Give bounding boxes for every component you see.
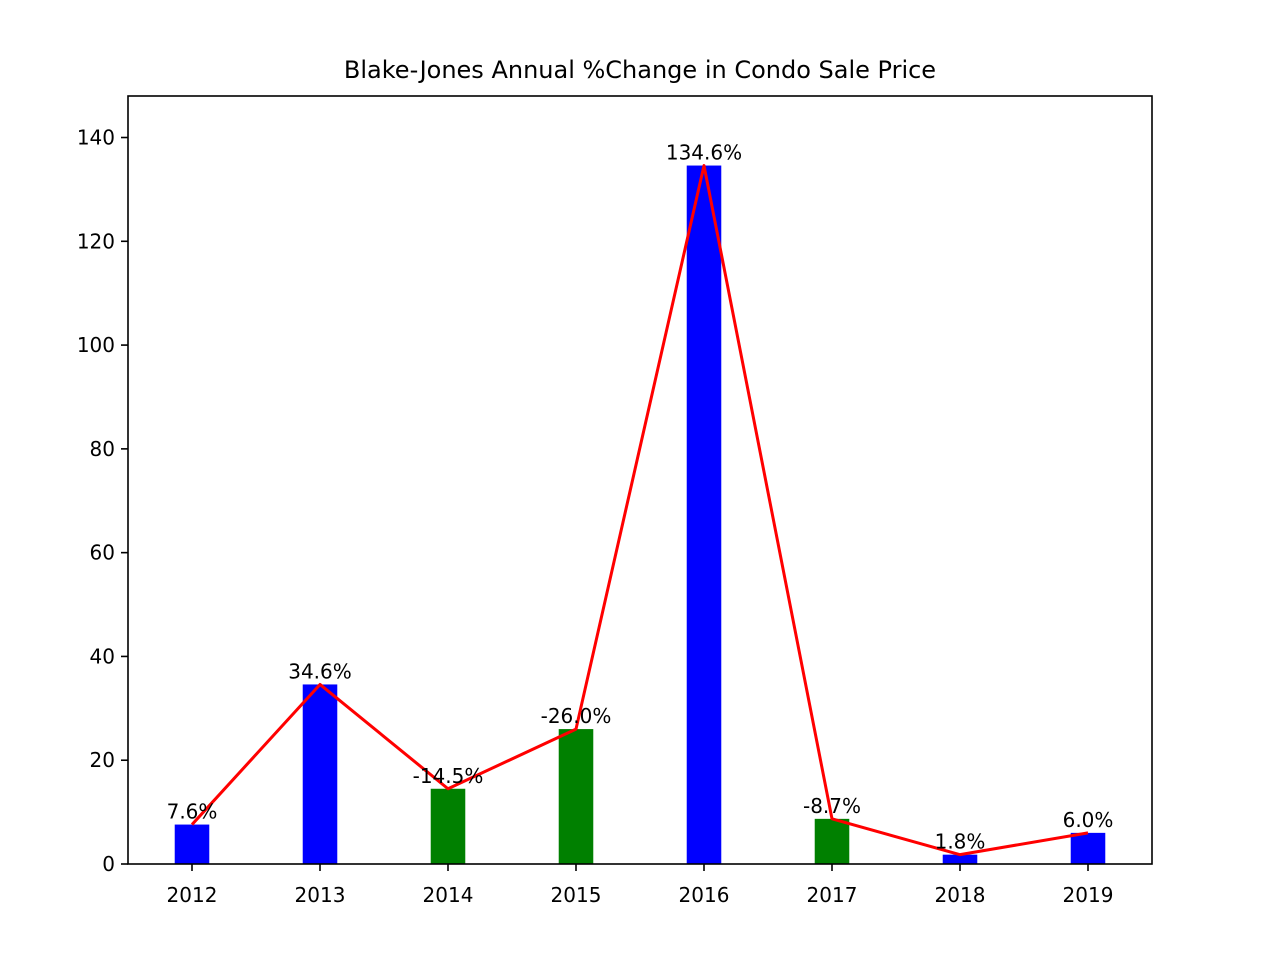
x-tick-label-2015: 2015 (551, 883, 602, 907)
x-tick-label-2012: 2012 (167, 883, 218, 907)
data-label-2013: 34.6% (288, 659, 352, 683)
data-label-2015: -26.0% (541, 704, 612, 728)
bars (174, 165, 1106, 865)
x-tick-label-2014: 2014 (423, 883, 474, 907)
y-tick-label-140: 140 (77, 126, 115, 150)
bar-2017 (814, 818, 850, 864)
x-tick-label-2019: 2019 (1063, 883, 1114, 907)
bar-2015 (558, 729, 594, 864)
x-tick-label-2013: 2013 (295, 883, 346, 907)
data-label-2012: 7.6% (167, 800, 218, 824)
data-label-2016: 134.6% (666, 141, 742, 165)
y-tick-label-20: 20 (90, 748, 115, 772)
y-tick-label-80: 80 (90, 437, 115, 461)
data-label-2014: -14.5% (413, 764, 484, 788)
x-tick-label-2016: 2016 (679, 883, 730, 907)
data-label-2017: -8.7% (803, 794, 861, 818)
chart-title: Blake-Jones Annual %Change in Condo Sale… (344, 56, 936, 84)
bar-2012 (174, 824, 210, 864)
y-tick-label-40: 40 (90, 644, 115, 668)
x-tick-label-2017: 2017 (807, 883, 858, 907)
trend-line (190, 164, 1089, 857)
plot-frame (127, 95, 1153, 865)
data-label-2019: 6.0% (1063, 808, 1114, 832)
x-tick-label-2018: 2018 (935, 883, 986, 907)
bar-2013 (302, 684, 338, 864)
bar-2019 (1070, 832, 1106, 864)
bar-2014 (430, 788, 466, 864)
trend-line-layer (190, 164, 1089, 857)
data-label-2018: 1.8% (935, 830, 986, 854)
y-tick-label-0: 0 (102, 852, 115, 876)
y-tick-label-100: 100 (77, 333, 115, 357)
y-tick-label-120: 120 (77, 229, 115, 253)
y-tick-label-60: 60 (90, 541, 115, 565)
data-labels: 7.6% 34.6% -14.5% -26.0% 134.6% -8.7% 1.8% 6.0% (167, 141, 1114, 854)
bar-2018 (942, 854, 978, 864)
bar-2016 (686, 165, 722, 865)
axes: 2012 2013 2014 2015 2016 2017 2018 2019 0 20 40 60 8… (77, 126, 1114, 907)
